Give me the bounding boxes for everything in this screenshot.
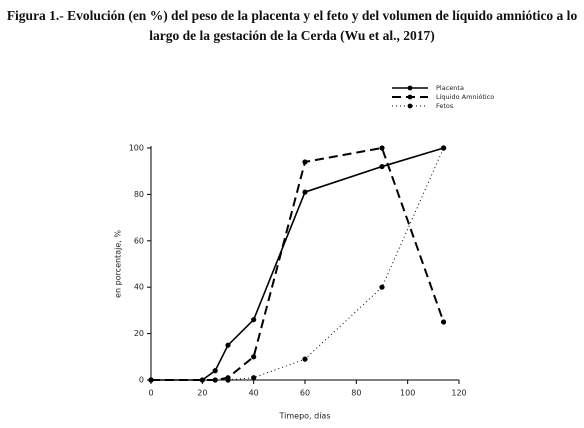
data-point (441, 319, 447, 325)
data-point (148, 377, 154, 383)
figure-title: Figura 1.- Evolución (en %) del peso de … (6, 8, 578, 43)
series-line (227, 147, 445, 381)
data-point (379, 145, 385, 151)
data-point (251, 375, 257, 381)
legend-marker (407, 85, 413, 91)
y-axis-label: en porcentaje, % (114, 230, 123, 298)
x-tick-label: 40 (249, 389, 259, 398)
data-point (251, 317, 257, 323)
x-tick-label: 60 (300, 389, 310, 398)
legend-label: Líquido Amniótico (436, 93, 494, 101)
data-point (379, 163, 385, 170)
y-tick-label: 60 (134, 236, 144, 245)
data-point (212, 368, 218, 374)
data-point (379, 284, 385, 290)
data-point (441, 145, 447, 151)
data-point (302, 189, 308, 195)
x-tick-label: 0 (148, 389, 153, 398)
x-tick-label: 120 (451, 389, 466, 398)
data-point (302, 159, 308, 165)
data-point (199, 377, 205, 383)
series-line (151, 146, 445, 381)
data-point (251, 354, 257, 360)
legend-marker (407, 94, 413, 100)
x-tick-label: 20 (197, 389, 207, 398)
y-tick-label: 20 (134, 329, 144, 338)
data-point (212, 377, 218, 383)
legend-label: Placenta (436, 84, 464, 92)
data-point (225, 377, 231, 383)
y-tick-label: 100 (129, 144, 144, 153)
data-point (225, 342, 231, 348)
x-tick-label: 80 (351, 389, 361, 398)
series-line (151, 147, 444, 381)
y-tick-label: 0 (139, 376, 144, 385)
y-tick-label: 40 (134, 283, 144, 292)
x-axis-label: Timepo, días (278, 412, 330, 421)
legend-label: Fetos (436, 102, 454, 110)
x-tick-label: 100 (400, 389, 415, 398)
data-point (302, 356, 308, 362)
y-tick-label: 80 (134, 190, 144, 199)
legend-marker (407, 103, 413, 109)
